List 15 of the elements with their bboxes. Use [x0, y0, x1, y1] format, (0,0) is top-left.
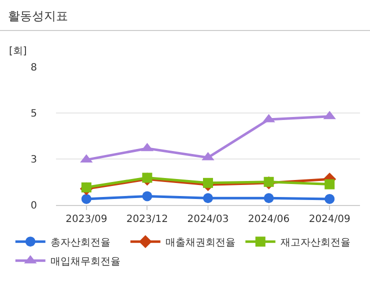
x-tick-label: 2024/09: [308, 214, 350, 225]
x-tick-label: 2023/09: [66, 214, 108, 225]
y-tick-label: 0: [30, 200, 37, 212]
legend-label: 매출채권회전율: [165, 237, 236, 248]
x-tick-label: 2024/06: [248, 214, 290, 225]
chart-title: 활동성지표: [0, 0, 370, 31]
y-tick-label: 3: [30, 154, 37, 166]
legend-label: 매입채무회전율: [50, 256, 120, 268]
y-tick-label: 5: [30, 108, 37, 120]
y-tick-label: 8: [30, 62, 37, 74]
legend-label: 총자산회전율: [50, 237, 110, 248]
legend-label: 재고자산회전율: [280, 237, 350, 248]
y-axis-title: [회]: [9, 46, 27, 57]
x-tick-label: 2023/12: [126, 214, 168, 225]
x-tick-label: 2024/03: [187, 214, 229, 225]
